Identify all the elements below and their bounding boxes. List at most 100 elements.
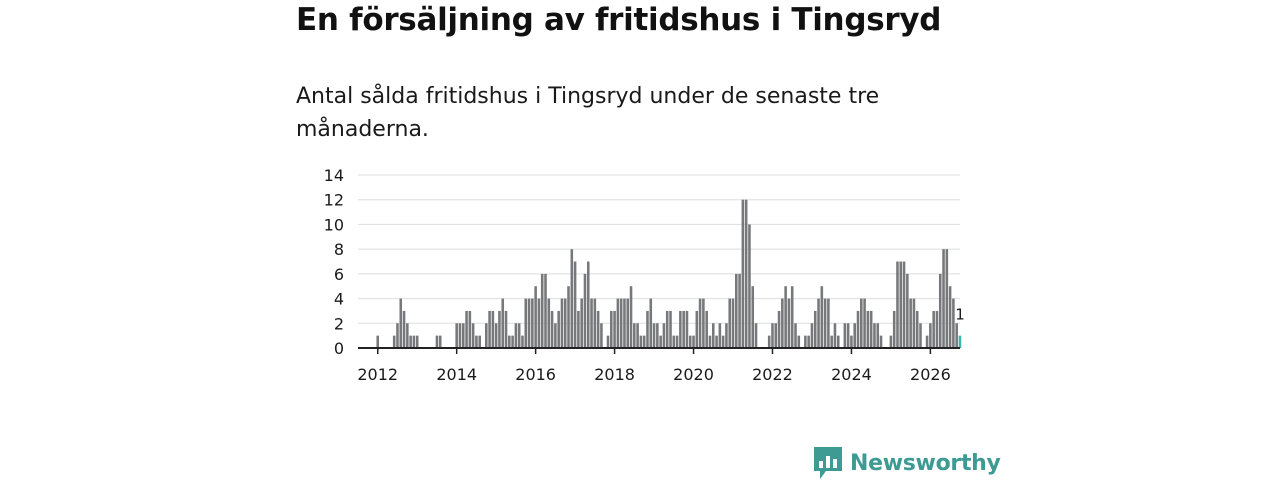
bar: [685, 310, 689, 348]
bar: [860, 298, 863, 348]
x-tick-label: 2014: [436, 365, 477, 384]
bar: [748, 224, 751, 348]
newsworthy-logo-icon: [814, 447, 842, 479]
bar: [810, 323, 814, 348]
bar: [406, 323, 409, 348]
bar: [656, 323, 659, 348]
bar: [741, 199, 745, 348]
bar: [623, 298, 626, 348]
bar: [702, 298, 705, 348]
bar: [511, 335, 514, 348]
bar: [399, 298, 403, 348]
x-tick-label: 2012: [357, 365, 398, 384]
bar: [524, 298, 528, 348]
bar: [728, 298, 731, 348]
bar: [534, 286, 537, 348]
bar: [554, 323, 557, 348]
bar: [593, 298, 597, 348]
y-tick-label: 12: [324, 191, 344, 210]
bar: [415, 335, 419, 348]
bar: [797, 335, 801, 348]
bar: [646, 310, 649, 348]
bar: [514, 323, 518, 348]
bar: [547, 298, 551, 348]
bar: [823, 298, 827, 348]
bar: [468, 310, 472, 348]
bar: [606, 335, 610, 348]
bar: [767, 335, 771, 348]
bar: [708, 335, 712, 348]
bar: [738, 273, 741, 348]
bar: [899, 261, 903, 348]
y-tick-label: 4: [334, 290, 344, 309]
bar: [639, 335, 643, 348]
bar: [879, 335, 883, 348]
bar: [955, 323, 958, 348]
gridlines: [358, 174, 960, 324]
y-tick-label: 10: [324, 215, 344, 234]
bar: [600, 323, 603, 348]
bar: [721, 335, 725, 348]
bar: [754, 323, 758, 348]
bar: [932, 310, 935, 348]
bar: [563, 298, 567, 348]
chart-subtitle: Antal sålda fritidshus i Tingsryd under …: [296, 84, 880, 142]
bar: [629, 286, 633, 348]
bar: [817, 298, 820, 348]
bar: [675, 335, 679, 348]
bar: [590, 298, 593, 348]
bar: [471, 323, 475, 348]
bar: [665, 310, 669, 348]
chart-title: En försäljning av fritidshus i Tingsryd: [296, 2, 942, 38]
bar: [731, 298, 735, 348]
bar: [498, 310, 501, 348]
bar: [580, 298, 583, 348]
bar: [659, 335, 662, 348]
data-labels: 1: [955, 306, 965, 324]
bar: [935, 310, 939, 348]
bar: [751, 286, 755, 348]
bar: [412, 335, 416, 348]
bar: [626, 298, 630, 348]
bar: [863, 298, 866, 348]
bar: [376, 335, 380, 348]
bar: [501, 298, 505, 348]
bar: [504, 310, 508, 348]
bar: [869, 310, 873, 348]
bar: [938, 273, 942, 348]
bar: [784, 286, 787, 348]
bar: [636, 323, 639, 348]
x-tick-label: 2020: [673, 365, 714, 384]
bar: [458, 323, 462, 348]
bar: [402, 310, 406, 348]
bar: [695, 310, 699, 348]
bar: [633, 323, 636, 348]
y-axis-ticks: 0 2 4 6 8 10 12 14: [324, 166, 344, 358]
bar: [892, 310, 896, 348]
bar: [494, 323, 498, 348]
bar: [531, 298, 534, 348]
bar: [807, 335, 810, 348]
bar: [820, 286, 824, 348]
bar: [672, 335, 676, 348]
bar: [813, 310, 817, 348]
bar: [896, 261, 899, 348]
bar: [596, 310, 600, 348]
bar: [744, 199, 748, 348]
bar: [919, 323, 922, 348]
x-tick-label: 2024: [831, 365, 872, 384]
bar: [952, 298, 955, 348]
brand-name: Newsworthy: [850, 450, 1001, 476]
bar: [833, 323, 837, 348]
bar: [804, 335, 807, 348]
latest-value-label: 1: [955, 306, 965, 324]
y-tick-label: 8: [334, 240, 344, 259]
bar: [929, 323, 932, 348]
bar: [866, 310, 870, 348]
bar: [876, 323, 880, 348]
bar: [688, 335, 692, 348]
bar: [465, 310, 468, 348]
x-tick-label: 2016: [515, 365, 556, 384]
bar: [787, 298, 791, 348]
bar: [774, 323, 778, 348]
